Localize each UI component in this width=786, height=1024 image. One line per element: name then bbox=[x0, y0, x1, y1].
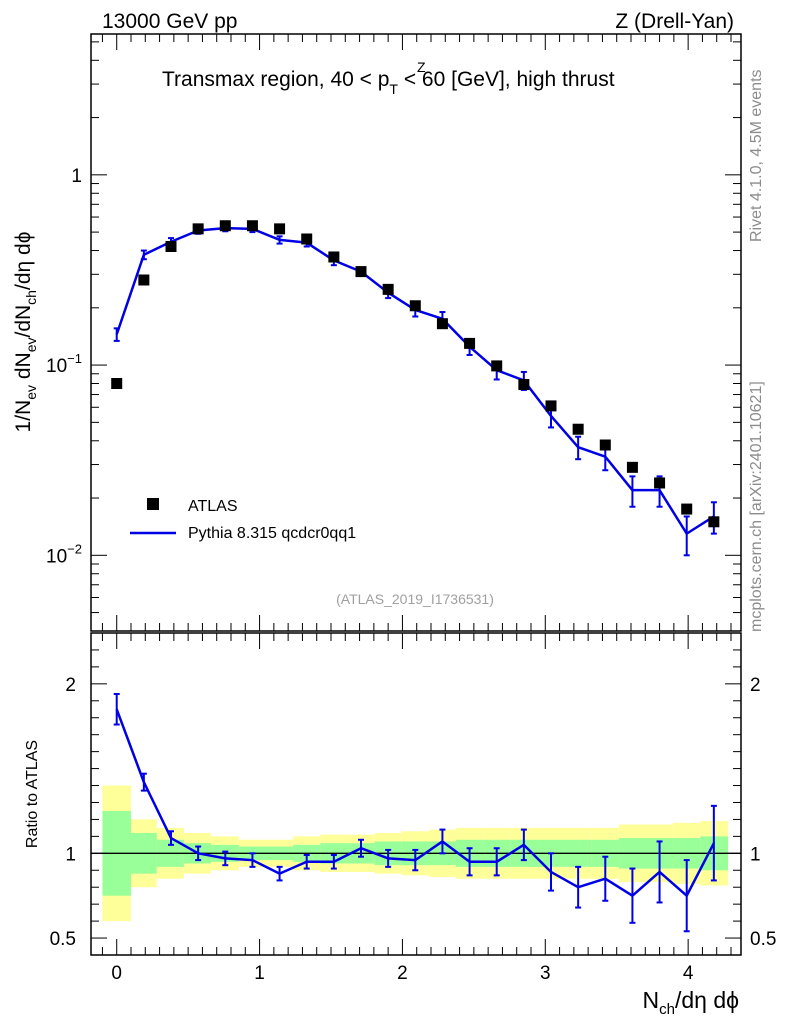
legend-marker-atlas bbox=[147, 498, 159, 510]
y-tick-label: 10−1 bbox=[46, 351, 82, 377]
chart-title: Transmax region, 40 < pT < 60 [GeV], hig… bbox=[162, 68, 615, 97]
atlas-point bbox=[572, 423, 584, 435]
header-right: Z (Drell-Yan) bbox=[615, 10, 734, 33]
ratio-tick-label-right: 1 bbox=[750, 844, 761, 865]
ylabel-part-5: ch bbox=[23, 290, 39, 305]
main-frame bbox=[90, 33, 742, 632]
ratio-ylabel: Ratio to ATLAS bbox=[24, 740, 41, 848]
x-tick-label: 1 bbox=[254, 963, 265, 984]
ratio-tick-label-left: 0.5 bbox=[50, 929, 76, 950]
atlas-point bbox=[328, 251, 340, 263]
atlas-point bbox=[165, 241, 177, 253]
atlas-point bbox=[274, 223, 286, 235]
main-ylabel: 1/Nev dNev/dNch/dη dϕ bbox=[12, 232, 39, 433]
xlabel-main: N bbox=[642, 987, 659, 1013]
atlas-point bbox=[111, 378, 123, 390]
atlas-point bbox=[491, 360, 503, 372]
atlas-point bbox=[654, 477, 666, 489]
y-tick-label: 10−2 bbox=[46, 541, 82, 567]
main-axis-ticks: 10−210−11 bbox=[46, 34, 741, 632]
legend-label-pythia: Pythia 8.315 qcdcr0qq1 bbox=[188, 525, 356, 542]
xlabel-rest: /dη dϕ bbox=[675, 987, 739, 1013]
atlas-point bbox=[708, 516, 720, 528]
y-tick-label: 1 bbox=[71, 166, 82, 187]
ylabel-part-4: /dN bbox=[12, 305, 35, 338]
y-tick-label-base: 10 bbox=[46, 546, 67, 567]
main-plot-area bbox=[111, 220, 720, 557]
legend-label-atlas: ATLAS bbox=[188, 498, 238, 515]
ylabel-part-3: ev bbox=[23, 337, 39, 352]
y-tick-label-base: 10 bbox=[46, 356, 67, 377]
atlas-point bbox=[219, 220, 231, 232]
x-tick-label: 3 bbox=[540, 963, 551, 984]
atlas-point bbox=[355, 266, 367, 278]
ratio-tick-label-right: 2 bbox=[750, 675, 761, 696]
legend: ATLAS Pythia 8.315 qcdcr0qq1 bbox=[130, 498, 356, 542]
atlas-point bbox=[382, 283, 394, 295]
ratio-axis-ticks: 0 1 2 3 4 0.5 0.5 1 1 2 2 bbox=[50, 632, 776, 984]
atlas-point bbox=[681, 503, 693, 515]
ratio-panel: 0 1 2 3 4 0.5 0.5 1 1 2 2 bbox=[50, 632, 776, 984]
atlas-point bbox=[464, 337, 476, 349]
y-tick-label-exp: −2 bbox=[67, 541, 82, 556]
atlas-point bbox=[545, 400, 557, 412]
x-tick-label: 0 bbox=[111, 963, 122, 984]
x-tick-label: 4 bbox=[683, 963, 694, 984]
header-left: 13000 GeV pp bbox=[102, 10, 237, 33]
ylabel-part-0: 1/N bbox=[12, 400, 35, 433]
atlas-point bbox=[599, 439, 611, 451]
main-panel: 10−210−11 bbox=[46, 33, 742, 632]
x-tick-label: 2 bbox=[397, 963, 408, 984]
atlas-point bbox=[301, 233, 313, 245]
ratio-plot-area bbox=[113, 693, 717, 933]
chart-title-sub: T bbox=[389, 81, 398, 97]
atlas-point bbox=[138, 274, 150, 286]
atlas-point bbox=[626, 461, 638, 473]
atlas-point bbox=[436, 318, 448, 330]
ratio-tick-label-right: 0.5 bbox=[750, 929, 776, 950]
xlabel: Nch/dη dϕ bbox=[642, 987, 739, 1018]
watermark: (ATLAS_2019_I1736531) bbox=[336, 591, 494, 607]
ratio-tick-label-left: 1 bbox=[65, 844, 76, 865]
atlas-point bbox=[246, 220, 258, 232]
ylabel-part-1: ev bbox=[23, 385, 39, 400]
xlabel-sub: ch bbox=[659, 1001, 675, 1018]
y-tick-label-base: 1 bbox=[71, 166, 82, 187]
mcplots-label: mcplots.cern.ch [arXiv:2401.10621] bbox=[748, 381, 765, 632]
chart-title-sup: Z bbox=[417, 59, 426, 75]
ratio-frame bbox=[90, 632, 742, 956]
ylabel-part-6: /dη dϕ bbox=[12, 232, 35, 290]
ylabel-part-2: dN bbox=[12, 352, 35, 385]
atlas-point bbox=[409, 300, 421, 312]
ratio-tick-label-left: 2 bbox=[65, 675, 76, 696]
chart-title-after: < 60 [GeV], high thrust bbox=[398, 68, 615, 91]
atlas-point bbox=[518, 379, 530, 391]
chart-title-before: Transmax region, 40 < p bbox=[162, 68, 389, 91]
mc-line bbox=[115, 226, 715, 535]
atlas-point bbox=[192, 223, 204, 235]
y-tick-label-exp: −1 bbox=[67, 351, 82, 366]
rivet-label: Rivet 4.1.0, 4.5M events bbox=[748, 69, 765, 242]
